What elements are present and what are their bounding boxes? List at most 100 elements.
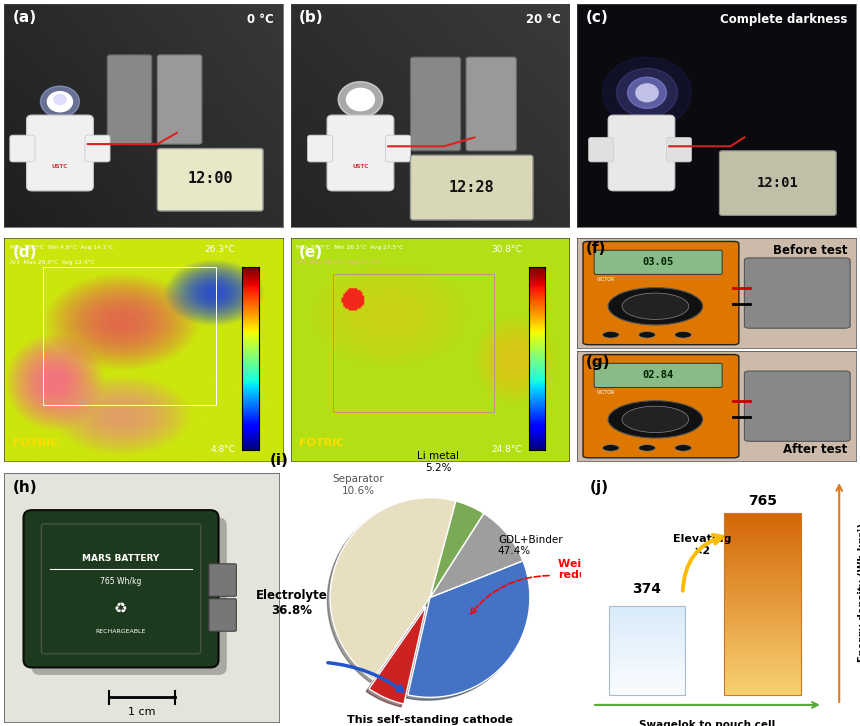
FancyBboxPatch shape xyxy=(410,57,461,151)
Text: (e): (e) xyxy=(299,245,323,260)
FancyBboxPatch shape xyxy=(583,354,739,458)
FancyBboxPatch shape xyxy=(108,55,151,144)
FancyBboxPatch shape xyxy=(385,135,410,162)
Circle shape xyxy=(603,57,691,129)
FancyBboxPatch shape xyxy=(85,135,110,162)
Text: (f): (f) xyxy=(586,242,606,256)
Circle shape xyxy=(617,68,678,118)
Text: (d): (d) xyxy=(13,245,37,260)
Text: GDL+Binder
47.4%: GDL+Binder 47.4% xyxy=(498,535,562,556)
Wedge shape xyxy=(330,497,456,680)
Circle shape xyxy=(603,332,619,338)
FancyBboxPatch shape xyxy=(466,57,516,151)
Wedge shape xyxy=(430,513,523,597)
Text: Before test: Before test xyxy=(773,244,847,257)
Text: RECHARGEABLE: RECHARGEABLE xyxy=(95,629,146,634)
Circle shape xyxy=(628,77,666,108)
Text: USTC: USTC xyxy=(52,164,68,169)
FancyBboxPatch shape xyxy=(157,149,263,211)
Text: 24.8°C: 24.8°C xyxy=(491,446,522,454)
Text: ♻: ♻ xyxy=(114,601,128,616)
Circle shape xyxy=(639,444,655,451)
Circle shape xyxy=(675,444,691,451)
FancyBboxPatch shape xyxy=(209,599,236,631)
Circle shape xyxy=(622,293,689,319)
FancyBboxPatch shape xyxy=(157,55,202,144)
Text: Ar1  Max 29.3°C  Avg 27.7°C: Ar1 Max 29.3°C Avg 27.7°C xyxy=(297,261,381,266)
Text: 30.8°C: 30.8°C xyxy=(491,245,522,254)
Text: (i): (i) xyxy=(270,453,289,468)
Circle shape xyxy=(603,444,619,451)
Wedge shape xyxy=(369,607,426,704)
Circle shape xyxy=(675,332,691,338)
Text: (c): (c) xyxy=(586,10,609,25)
Text: 0 °C: 0 °C xyxy=(248,12,274,25)
Bar xyxy=(43,267,216,405)
Text: FOTRIC: FOTRIC xyxy=(299,438,345,448)
Text: 1 cm: 1 cm xyxy=(128,707,156,717)
Text: After test: After test xyxy=(783,443,847,456)
Text: 374: 374 xyxy=(632,582,661,596)
FancyBboxPatch shape xyxy=(308,135,333,162)
FancyBboxPatch shape xyxy=(666,137,691,162)
Circle shape xyxy=(40,86,79,118)
Bar xyxy=(609,606,685,695)
Circle shape xyxy=(47,91,72,112)
Text: (b): (b) xyxy=(299,10,324,25)
Text: Separator
10.6%: Separator 10.6% xyxy=(332,474,384,496)
Circle shape xyxy=(636,84,658,102)
Text: 26.3°C: 26.3°C xyxy=(205,245,236,254)
Text: Ar1  Max 26.3°C  Avg 12.4°C: Ar1 Max 26.3°C Avg 12.4°C xyxy=(9,261,95,266)
Text: 03.05: 03.05 xyxy=(642,257,673,266)
FancyBboxPatch shape xyxy=(209,564,236,596)
Circle shape xyxy=(608,401,703,438)
FancyBboxPatch shape xyxy=(327,115,394,191)
Wedge shape xyxy=(408,560,530,698)
FancyBboxPatch shape xyxy=(9,135,35,162)
Text: 4.8°C: 4.8°C xyxy=(210,446,236,454)
Circle shape xyxy=(338,81,383,118)
FancyBboxPatch shape xyxy=(594,363,722,388)
Text: Swagelok to pouch cell: Swagelok to pouch cell xyxy=(639,720,776,726)
Text: Max 29.7°C  Min 26.3°C  Avg 27.5°C: Max 29.7°C Min 26.3°C Avg 27.5°C xyxy=(297,245,403,250)
Text: 12:01: 12:01 xyxy=(757,176,799,190)
Text: Elevating
×2: Elevating ×2 xyxy=(673,534,731,556)
Text: 12:28: 12:28 xyxy=(449,180,494,195)
Text: 02.84: 02.84 xyxy=(642,370,673,380)
FancyBboxPatch shape xyxy=(608,115,675,191)
FancyBboxPatch shape xyxy=(594,250,722,274)
Text: 12:00: 12:00 xyxy=(187,171,233,186)
FancyBboxPatch shape xyxy=(583,242,739,345)
Text: FOTRIC: FOTRIC xyxy=(13,438,58,448)
Text: USTC: USTC xyxy=(353,164,369,169)
Text: 765 Wh/kg: 765 Wh/kg xyxy=(101,576,142,586)
Text: (j): (j) xyxy=(589,480,608,495)
Text: Max 26.3°C  Min 4.8°C  Avg 14.1°C: Max 26.3°C Min 4.8°C Avg 14.1°C xyxy=(9,245,114,250)
Wedge shape xyxy=(430,501,484,597)
Text: Li metal
5.2%: Li metal 5.2% xyxy=(417,451,459,473)
FancyBboxPatch shape xyxy=(27,115,94,191)
Circle shape xyxy=(622,406,689,433)
Text: (a): (a) xyxy=(13,10,37,25)
Text: Electrolyte
36.8%: Electrolyte 36.8% xyxy=(256,589,328,616)
Text: (g): (g) xyxy=(586,354,611,370)
Text: VICTOR: VICTOR xyxy=(597,277,615,282)
Circle shape xyxy=(347,89,374,110)
Text: MARS BATTERY: MARS BATTERY xyxy=(83,555,160,563)
Bar xyxy=(724,513,801,695)
Text: Weight is
reduced: Weight is reduced xyxy=(558,559,617,580)
Text: Energy density (Wh kg⁻¹): Energy density (Wh kg⁻¹) xyxy=(858,523,860,662)
Text: VICTOR: VICTOR xyxy=(597,390,615,395)
Text: 20 °C: 20 °C xyxy=(526,12,561,25)
Circle shape xyxy=(608,287,703,325)
Text: 765: 765 xyxy=(748,494,777,508)
Circle shape xyxy=(639,332,655,338)
FancyBboxPatch shape xyxy=(23,510,218,667)
FancyBboxPatch shape xyxy=(32,518,227,675)
FancyBboxPatch shape xyxy=(588,137,614,162)
FancyBboxPatch shape xyxy=(719,151,836,216)
FancyBboxPatch shape xyxy=(745,371,851,441)
Bar xyxy=(333,274,494,412)
Text: This self-standing cathode: This self-standing cathode xyxy=(347,715,513,725)
Circle shape xyxy=(54,94,66,105)
